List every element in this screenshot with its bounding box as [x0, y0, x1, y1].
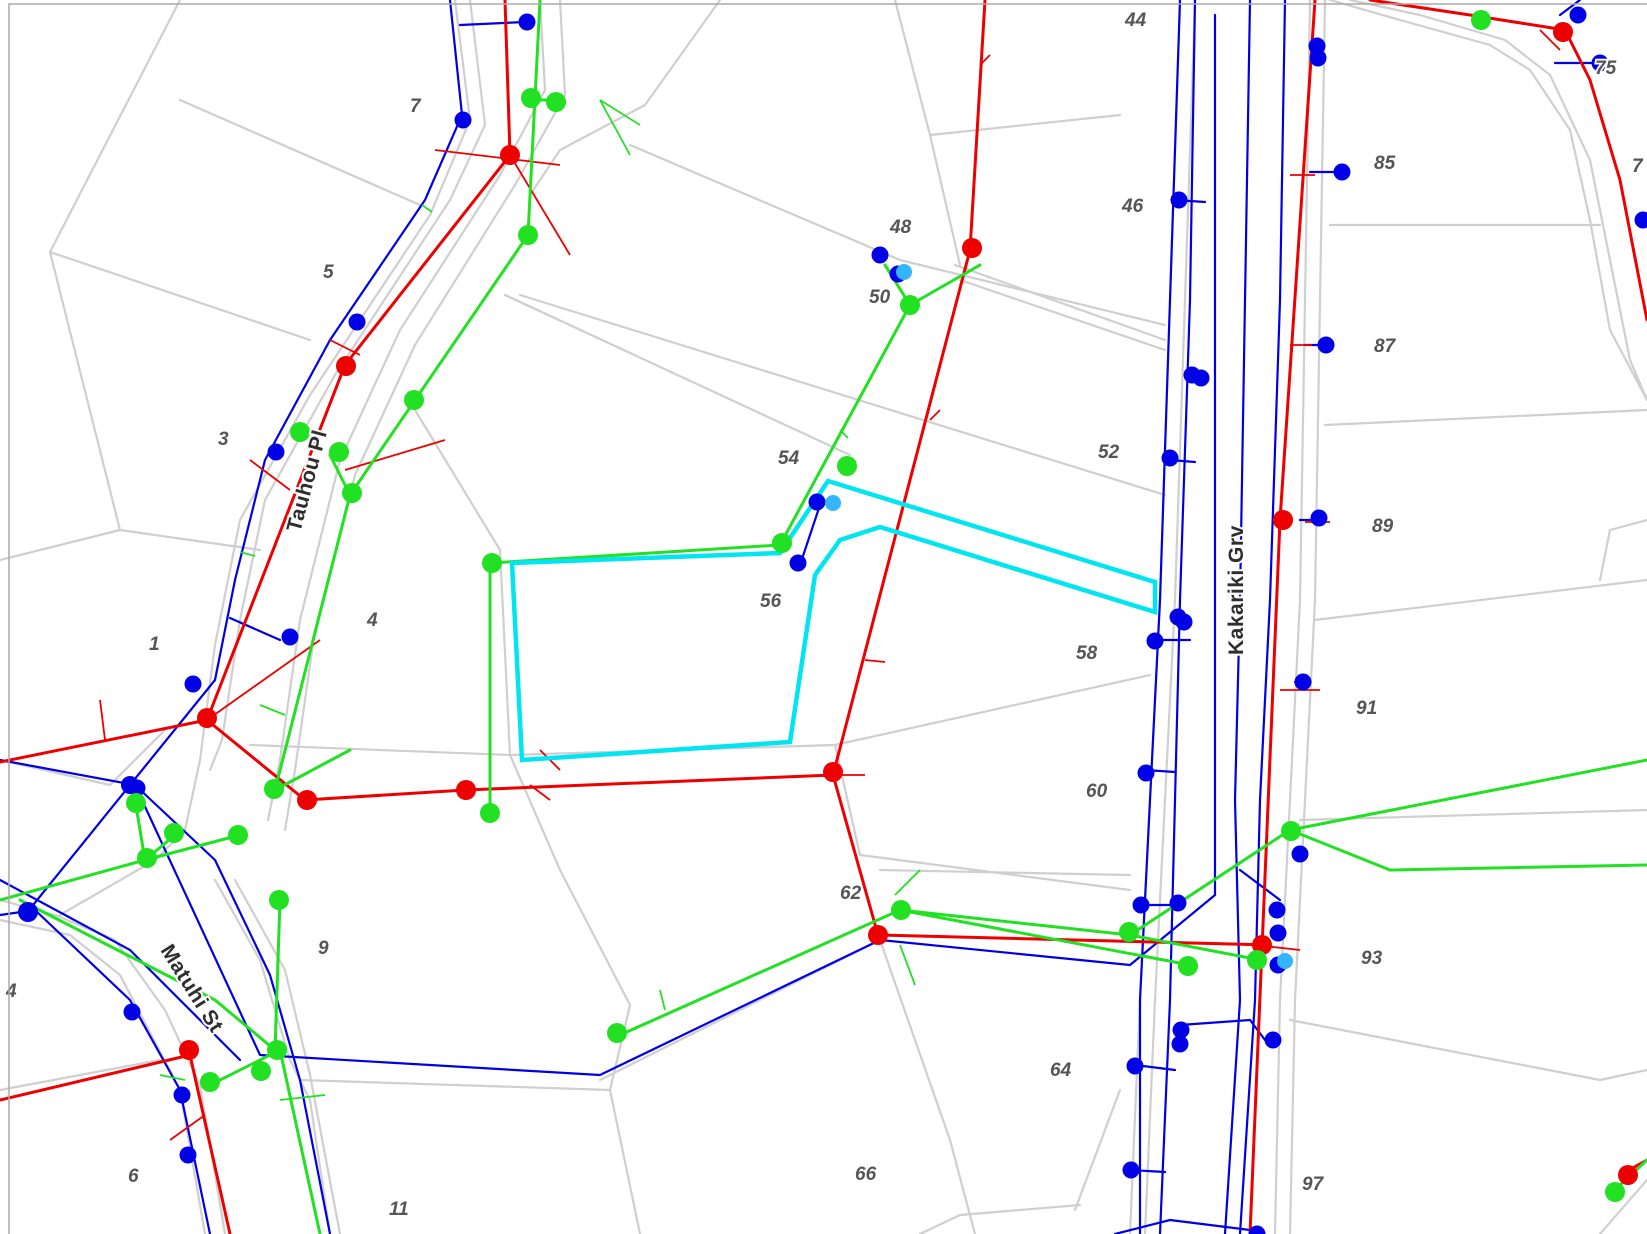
parcel-label: 60 [1086, 781, 1108, 802]
sewer-main[interactable] [831, 0, 987, 777]
selected-parcel-outline[interactable] [509, 478, 1158, 763]
parcel-label: 3 [218, 429, 229, 450]
parcel-label: 54 [778, 448, 800, 469]
parcel-label: 66 [855, 1164, 877, 1185]
water-main[interactable] [23, 0, 464, 917]
parcel-label: 6 [128, 1166, 139, 1187]
parcel-label: 52 [1098, 442, 1120, 463]
service-points [825, 264, 1293, 969]
parcel-label: 11 [389, 1199, 409, 1220]
parcel-label: 62 [840, 883, 862, 904]
street-label-kakariki-grv: Kakariki Grv [1225, 525, 1248, 655]
stormwater-main[interactable] [488, 263, 982, 565]
water-main[interactable] [1138, 0, 1182, 1234]
parcel-label: 87 [1374, 336, 1397, 357]
parcel-label: 56 [760, 591, 782, 612]
parcel-label: 44 [1124, 10, 1147, 31]
parcel-label: 93 [1361, 948, 1383, 969]
water-main-network [0, 0, 1607, 1234]
parcel-label: 97 [1302, 1174, 1325, 1195]
parcel-label: 4 [5, 981, 17, 1002]
sewer-main[interactable] [0, 0, 512, 764]
map-border [8, 3, 1647, 1234]
parcel-label: 4 [366, 610, 378, 631]
stormwater-main[interactable] [273, 0, 542, 792]
parcel-label: 64 [1050, 1060, 1072, 1081]
parcel-label: 1 [149, 634, 160, 655]
parcel-label: 50 [869, 287, 891, 308]
parcel-label: 48 [889, 217, 912, 238]
water-main[interactable] [458, 20, 527, 27]
parcel-label: 89 [1372, 516, 1394, 537]
street-label-matuhi-st: Matuhi St [156, 940, 228, 1036]
parcel-label: 7 [410, 96, 422, 117]
parcel-label: 85 [1374, 153, 1396, 174]
parcel-label: 58 [1076, 643, 1098, 664]
stormwater-nodes [126, 10, 1625, 1202]
parcel-label: 7 [1632, 156, 1644, 177]
parcel-label: 46 [1121, 196, 1144, 217]
water-valves [18, 6, 1647, 1234]
parcel-label: 5 [323, 262, 334, 283]
parcel-label: 75 [1595, 58, 1617, 79]
parcel-label: 9 [318, 938, 329, 959]
parcel-labels: 7 5 3 1 4 4 6 9 11 44 46 48 50 52 54 56 … [3, 8, 1646, 1222]
parcel-label: 91 [1356, 698, 1377, 719]
